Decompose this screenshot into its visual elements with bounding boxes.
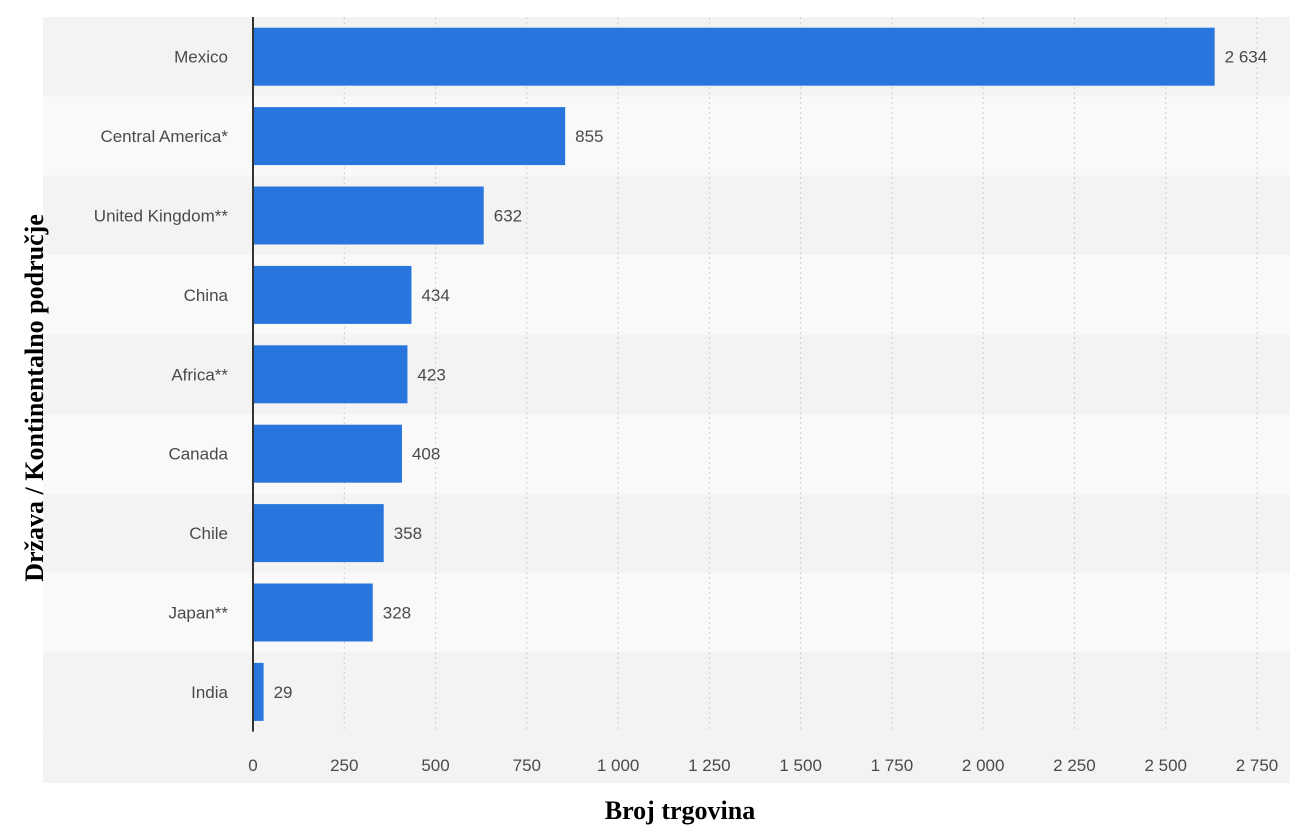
data-label: 2 634 xyxy=(1225,48,1268,67)
data-label: 328 xyxy=(383,604,411,623)
row-band xyxy=(43,572,1290,653)
y-axis-title: Država / Kontinentalno područje xyxy=(20,214,49,582)
bar xyxy=(253,107,566,166)
x-tick-label: 1 250 xyxy=(688,756,731,775)
x-tick-label: 1 500 xyxy=(779,756,822,775)
x-tick-label: 500 xyxy=(421,756,449,775)
category-label: Canada xyxy=(168,445,228,464)
row-band xyxy=(43,414,1290,494)
data-label: 408 xyxy=(412,445,440,464)
x-tick-label: 2 750 xyxy=(1236,756,1279,775)
row-band xyxy=(43,493,1290,573)
x-tick-labels: 0 250 500 750 1 000 1 250 1 500 1 750 2 000 2 250… xyxy=(248,756,1278,775)
category-label: Central America* xyxy=(100,127,228,146)
category-label: China xyxy=(184,286,229,305)
data-label: 29 xyxy=(274,683,293,702)
x-tick-label: 0 xyxy=(248,756,257,775)
bar xyxy=(253,186,484,245)
x-axis-title: Broj trgovina xyxy=(605,796,755,825)
bar xyxy=(253,345,408,404)
category-labels: Mexico Central America* United Kingdom** Ch… xyxy=(94,48,229,702)
data-label: 855 xyxy=(575,127,603,146)
bar xyxy=(253,662,264,721)
x-tick-label: 2 000 xyxy=(962,756,1005,775)
row-band xyxy=(43,175,1290,256)
bar xyxy=(253,265,412,324)
bar xyxy=(253,504,384,563)
row-bands xyxy=(43,17,1290,783)
row-band xyxy=(43,255,1290,335)
bar xyxy=(253,424,402,483)
category-label: Africa** xyxy=(171,365,228,384)
category-label: Japan** xyxy=(168,604,228,623)
category-label: Mexico xyxy=(174,48,228,67)
category-label: Chile xyxy=(189,524,228,543)
category-label: United Kingdom** xyxy=(94,207,229,226)
category-label: India xyxy=(191,683,228,702)
x-axis-strip xyxy=(43,731,1290,783)
data-label: 423 xyxy=(417,365,445,384)
x-tick-label: 1 750 xyxy=(871,756,914,775)
row-band xyxy=(43,334,1290,414)
data-label: 434 xyxy=(421,286,449,305)
x-tick-label: 2 250 xyxy=(1053,756,1096,775)
bars xyxy=(253,27,1215,721)
x-tick-label: 1 000 xyxy=(597,756,640,775)
data-label: 358 xyxy=(394,524,422,543)
x-tick-label: 750 xyxy=(513,756,541,775)
bar xyxy=(253,27,1215,86)
data-labels: 2 634 855 632 434 423 408 358 328 29 xyxy=(274,48,1268,702)
data-label: 632 xyxy=(494,207,522,226)
x-tick-label: 250 xyxy=(330,756,358,775)
row-band xyxy=(43,652,1290,732)
row-band xyxy=(43,96,1290,176)
x-tick-label: 2 500 xyxy=(1144,756,1187,775)
bar xyxy=(253,583,373,642)
